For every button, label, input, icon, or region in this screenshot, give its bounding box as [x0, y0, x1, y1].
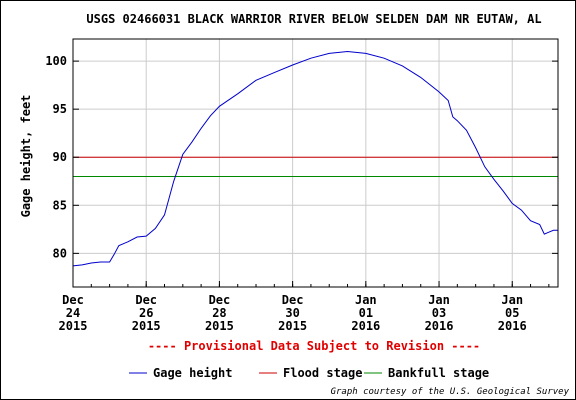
y-tick-label: 100 — [45, 54, 67, 68]
y-tick-label: 90 — [53, 150, 67, 164]
chart-title: USGS 02466031 BLACK WARRIOR RIVER BELOW … — [86, 12, 541, 26]
x-tick-label: 26 — [139, 306, 153, 320]
x-tick-label: 2015 — [132, 319, 161, 333]
x-tick-label: 28 — [212, 306, 226, 320]
legend-label-bankfull-stage: Bankfull stage — [388, 366, 489, 380]
x-tick-label: Jan — [501, 293, 523, 307]
y-axis-ticks: 80 85 90 95 100 — [45, 54, 558, 260]
legend-label-gage-height: Gage height — [153, 366, 232, 380]
legend: Gage height Flood stage Bankfull stage — [129, 366, 489, 380]
legend-label-flood-stage: Flood stage — [283, 366, 362, 380]
x-tick-label: 2016 — [498, 319, 527, 333]
x-tick-label: 24 — [66, 306, 80, 320]
x-tick-label: 05 — [505, 306, 519, 320]
x-tick-label: Dec — [62, 293, 84, 307]
x-tick-label: 03 — [432, 306, 446, 320]
x-axis-ticks: Dec242015Dec262015Dec282015Dec302015Jan0… — [59, 281, 550, 333]
x-tick-label: 01 — [359, 306, 373, 320]
grid-lines — [72, 39, 558, 287]
x-tick-label: 2016 — [351, 319, 380, 333]
y-tick-label: 80 — [53, 246, 67, 260]
y-axis-label: Gage height, feet — [19, 95, 33, 218]
y-tick-label: 95 — [53, 102, 67, 116]
x-tick-label: 2016 — [425, 319, 454, 333]
x-tick-label: Jan — [428, 293, 450, 307]
reference-lines — [73, 156, 558, 177]
plot-area-border — [72, 38, 559, 288]
x-tick-label: Dec — [209, 293, 231, 307]
x-tick-label: 30 — [285, 306, 299, 320]
x-tick-label: 2015 — [278, 319, 307, 333]
x-tick-label: Dec — [135, 293, 157, 307]
x-tick-label: 2015 — [205, 319, 234, 333]
x-tick-label: Jan — [355, 293, 377, 307]
y-tick-label: 85 — [53, 198, 67, 212]
credit-text: Graph courtesy of the U.S. Geological Su… — [331, 387, 570, 397]
provisional-note: ---- Provisional Data Subject to Revisio… — [148, 339, 480, 353]
x-tick-label: Dec — [282, 293, 304, 307]
series-line-gage-height — [72, 50, 558, 267]
x-tick-label: 2015 — [59, 319, 88, 333]
